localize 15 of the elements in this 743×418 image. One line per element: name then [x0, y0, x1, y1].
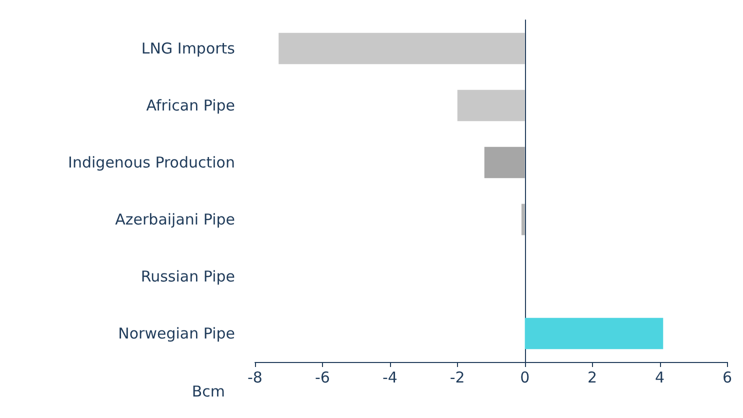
y-tick-label: Indigenous Production: [68, 154, 235, 172]
y-tick-label: African Pipe: [146, 96, 235, 114]
y-tick-label: Norwegian Pipe: [118, 324, 235, 342]
x-tick-label: -2: [450, 368, 465, 386]
x-tick-label: -6: [314, 368, 330, 386]
x-tick-label: 0: [520, 368, 530, 386]
x-tick-label: 4: [654, 368, 665, 386]
x-tick-label: -4: [382, 368, 398, 386]
x-tick-label: 2: [588, 368, 598, 386]
x-tick-label: -8: [248, 368, 262, 386]
y-tick-label: LNG Imports: [141, 40, 236, 58]
x-tick-label: 6: [722, 368, 732, 386]
x-axis-title: Bcm: [192, 382, 225, 400]
y-tick-label: Russian Pipe: [140, 268, 235, 286]
y-tick-label: Azerbaijani Pipe: [115, 210, 235, 228]
